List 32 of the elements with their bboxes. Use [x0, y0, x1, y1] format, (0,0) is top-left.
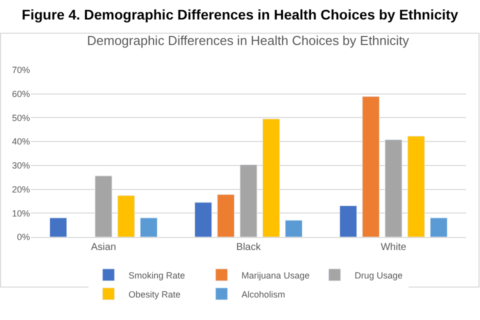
y-tick-label: 20% [12, 184, 30, 194]
x-tick-label: White [380, 242, 407, 253]
chart-subtitle: Demographic Differences in Health Choices by Ethnicity [87, 33, 410, 48]
bar [117, 195, 135, 237]
bar [430, 218, 448, 237]
bar [240, 164, 258, 237]
y-tick-label: 60% [12, 89, 30, 100]
bar [94, 176, 112, 237]
y-tick-label: 30% [12, 160, 30, 171]
legend-label: Drug Usage [354, 270, 403, 280]
x-tick-label: Asian [90, 242, 116, 253]
bar [362, 96, 380, 237]
legend-label: Obesity Rate [128, 289, 181, 300]
bar [50, 218, 67, 237]
bar [384, 139, 402, 237]
bar [217, 194, 235, 237]
legend-label: Marijuana Usage [242, 270, 310, 280]
y-tick-label: 10% [12, 208, 30, 218]
y-tick-label: 40% [12, 136, 30, 147]
bar [140, 218, 158, 237]
legend-label: Alcoholism [242, 289, 286, 300]
y-tick-label: 50% [12, 112, 30, 123]
bar [194, 202, 212, 237]
x-tick-label: Black [236, 242, 262, 253]
chart-title: Figure 4. Demographic Differences in Health Choices by Ethnicity [22, 6, 458, 22]
bar [407, 136, 425, 237]
bar [340, 206, 357, 237]
y-tick-label: 0% [16, 232, 30, 242]
y-tick-label: 70% [12, 65, 30, 76]
legend-label: Smoking Rate [128, 270, 186, 280]
bar [262, 118, 280, 237]
bar [285, 220, 302, 237]
